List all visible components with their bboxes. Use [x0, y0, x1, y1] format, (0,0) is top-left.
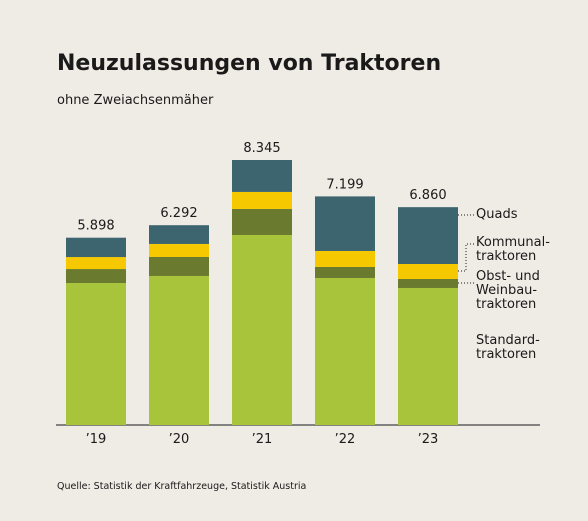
total-label: 6.292 [160, 206, 197, 221]
legend-label: Kommunal- traktoren [476, 235, 550, 264]
bar-segment [66, 283, 126, 425]
bar-segment [232, 234, 292, 425]
bar-segment [149, 225, 209, 244]
subtitle: ohne Zweiachsenmäher [57, 93, 214, 108]
bar-segment [398, 278, 458, 288]
x-tick-label: ’20 [169, 432, 190, 447]
total-label: 7.199 [326, 177, 363, 192]
total-label: 8.345 [243, 141, 280, 156]
bar-segment [149, 275, 209, 425]
bar-segment [232, 191, 292, 209]
bar-segment [66, 237, 126, 258]
bar-segment [149, 256, 209, 276]
legend-label: Obst- und Weinbau- traktoren [476, 269, 540, 312]
bar-segment [315, 277, 375, 425]
x-tick-label: ’23 [418, 432, 439, 447]
bar-segment [232, 208, 292, 235]
bar-segment [398, 287, 458, 425]
bar-segment [398, 207, 458, 264]
source: Quelle: Statistik der Kraftfahrzeuge, St… [57, 481, 306, 492]
total-label: 6.860 [409, 188, 446, 203]
bar-segment [149, 243, 209, 257]
x-tick-label: ’19 [86, 432, 107, 447]
legend-label: Quads [476, 207, 518, 222]
bar-segment [315, 266, 375, 278]
bar-segment [315, 250, 375, 267]
bar-segment [66, 257, 126, 270]
bar-segment [232, 160, 292, 192]
total-label: 5.898 [77, 219, 114, 234]
x-tick-label: ’21 [252, 432, 273, 447]
bar-segment [66, 269, 126, 284]
bar-segment [398, 263, 458, 279]
chart-title: Neuzulassungen von Traktoren [57, 51, 441, 76]
legend-label: Standard- traktoren [476, 333, 540, 362]
bar-segment [315, 196, 375, 251]
x-tick-label: ’22 [335, 432, 356, 447]
legend-leader [458, 243, 474, 272]
